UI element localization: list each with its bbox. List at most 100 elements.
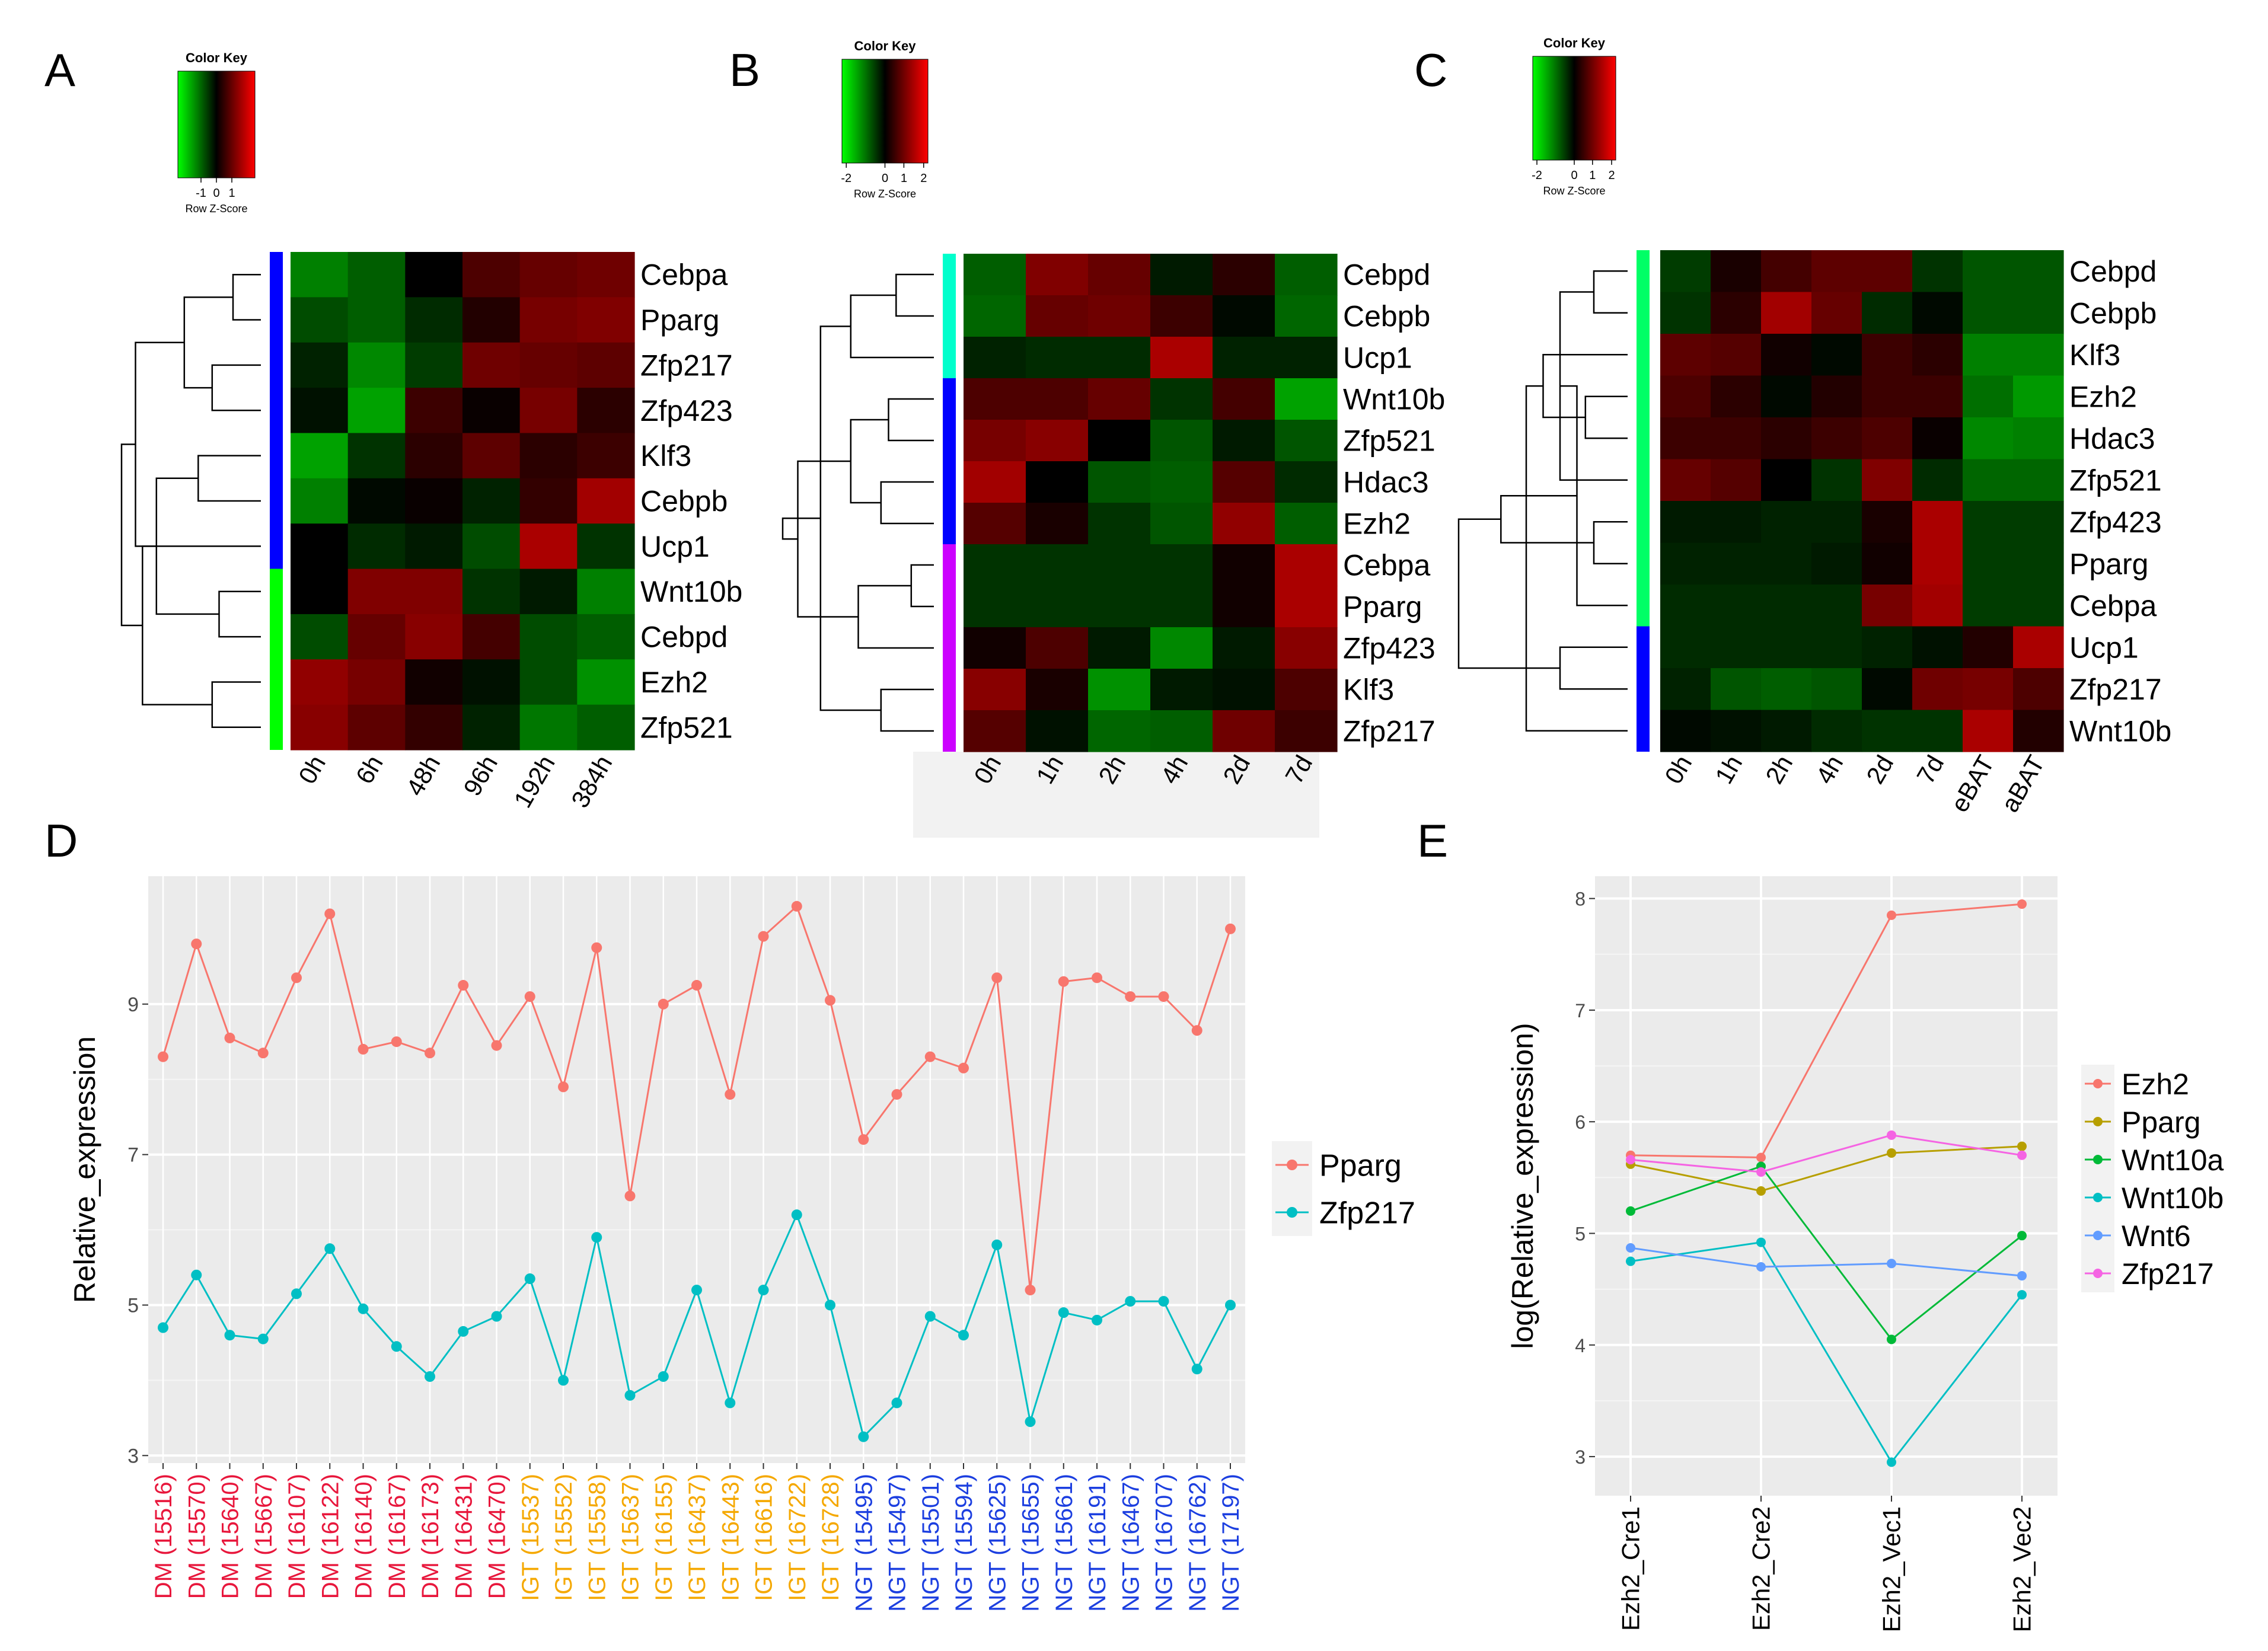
heatmap-cell xyxy=(1912,334,1963,376)
row-label: Zfp423 xyxy=(2069,506,2162,539)
data-point xyxy=(1092,972,1102,983)
heatmap-cell xyxy=(1912,626,1963,669)
data-point xyxy=(1626,1256,1635,1266)
data-point xyxy=(958,1330,969,1341)
heatmap-cell xyxy=(964,669,1026,711)
heatmap-cell xyxy=(2013,668,2064,711)
heatmap-cell xyxy=(1912,585,1963,627)
data-point xyxy=(1025,1285,1036,1296)
heatmap-cell xyxy=(1026,337,1089,379)
heatmap-cell xyxy=(347,523,406,570)
heatmap-cell xyxy=(347,252,406,298)
row-label: Klf3 xyxy=(1343,673,1394,707)
data-point xyxy=(524,991,535,1002)
data-point xyxy=(1756,1186,1766,1196)
heatmap-cell xyxy=(577,433,635,479)
heatmap-cell xyxy=(1862,542,1913,585)
heatmap-cell xyxy=(1761,626,1812,669)
heatmap-cell xyxy=(2013,585,2064,627)
heatmap-cell xyxy=(1862,501,1913,544)
heatmap-cell xyxy=(1761,710,1812,752)
heatmap-cell xyxy=(1862,710,1913,752)
heatmap-cell xyxy=(1963,710,2014,752)
row-label: Ezh2 xyxy=(2069,380,2137,413)
legend-label: Pparg xyxy=(1319,1149,1402,1183)
heatmap-cell xyxy=(291,659,349,705)
x-tick-label: IGT (16437) xyxy=(684,1474,710,1601)
heatmap-cell xyxy=(1213,461,1275,503)
legend-key-dot xyxy=(1287,1160,1297,1170)
heatmap-cell xyxy=(291,252,349,298)
heatmap-cell xyxy=(519,704,578,751)
heatmap-cell xyxy=(462,704,521,751)
label-strip-bg xyxy=(913,752,1319,838)
heatmap-cell xyxy=(405,478,463,524)
x-tick-label: DM (15640) xyxy=(218,1474,244,1599)
row-label: Hdac3 xyxy=(2069,422,2155,455)
heatmap-cell xyxy=(1275,669,1338,711)
heatmap-cell xyxy=(1660,459,1711,502)
data-point xyxy=(1887,1259,1896,1269)
heatmap-cell xyxy=(1088,503,1151,545)
x-tick-label: DM (16167) xyxy=(384,1474,410,1599)
heatmap-cell xyxy=(347,614,406,660)
heatmap-cell xyxy=(405,569,463,615)
heatmap-cell xyxy=(1088,544,1151,586)
row-group-bar xyxy=(270,569,283,750)
heatmap-cell xyxy=(2013,626,2064,669)
data-point xyxy=(825,1299,835,1311)
color-key-tick-label: 1 xyxy=(901,172,907,185)
x-tick-label: NGT (16762) xyxy=(1185,1474,1211,1612)
heatmap-cell xyxy=(1026,627,1089,669)
heatmap-cell xyxy=(964,295,1026,337)
row-label: Cebpb xyxy=(640,485,728,518)
heatmap-cell xyxy=(1026,254,1089,296)
y-tick-label: 3 xyxy=(1575,1446,1586,1468)
data-point xyxy=(224,1032,235,1043)
heatmap-cell xyxy=(1711,417,1762,460)
data-point xyxy=(758,1285,769,1296)
heatmap-cell xyxy=(462,614,521,660)
x-tick-label: NGT (15497) xyxy=(885,1474,911,1612)
heatmap-cell xyxy=(1275,503,1338,545)
color-key-title: Color Key xyxy=(186,50,248,65)
heatmap-cell xyxy=(1912,417,1963,460)
color-key-bar xyxy=(841,59,929,164)
data-point xyxy=(257,1048,269,1059)
heatmap-cell xyxy=(1862,334,1913,376)
line-chart-e: 3 4 5 6 7 8 Ezh2_Cre1 Ezh2_Cre2 Ezh2_Vec1 Ezh2_Ve… xyxy=(1506,876,2224,1633)
x-tick-label: NGT (16707) xyxy=(1151,1474,1178,1612)
series-line xyxy=(1630,1165,2023,1341)
series-line xyxy=(1630,1134,2023,1173)
data-point xyxy=(624,1190,636,1202)
data-point xyxy=(658,998,669,1010)
heatmap-cell xyxy=(1088,337,1151,379)
data-point xyxy=(1191,1363,1202,1375)
data-point xyxy=(558,1375,569,1386)
heatmap-cell xyxy=(462,252,521,298)
heatmap-cell xyxy=(519,659,578,705)
data-point xyxy=(2017,1231,2027,1241)
color-key-axis-label: Row Z-Score xyxy=(854,188,916,200)
heatmap-cell xyxy=(1711,668,1762,711)
color-key-tick-label: 1 xyxy=(228,187,235,200)
data-point xyxy=(1887,1334,1896,1345)
heatmap-cell xyxy=(291,614,349,660)
heatmap-cell xyxy=(462,659,521,705)
heatmap-cell xyxy=(1088,378,1151,420)
panel-label-a: A xyxy=(44,44,75,96)
row-label: Pparg xyxy=(1343,590,1422,624)
heatmap-cell xyxy=(1150,627,1213,669)
data-point xyxy=(2017,899,2027,909)
heatmap-cell xyxy=(1711,334,1762,376)
x-tick-label: DM (15516) xyxy=(151,1474,177,1599)
heatmap-cell xyxy=(964,544,1026,586)
heatmap-cell xyxy=(462,433,521,479)
heatmap-cell xyxy=(964,254,1026,296)
data-point xyxy=(691,1285,702,1296)
row-label: Cebpd xyxy=(2069,255,2157,288)
heatmap-cell xyxy=(1963,375,2014,418)
data-point xyxy=(324,1243,336,1254)
x-tick-label: NGT (17197) xyxy=(1218,1474,1244,1612)
data-point xyxy=(191,1269,202,1280)
